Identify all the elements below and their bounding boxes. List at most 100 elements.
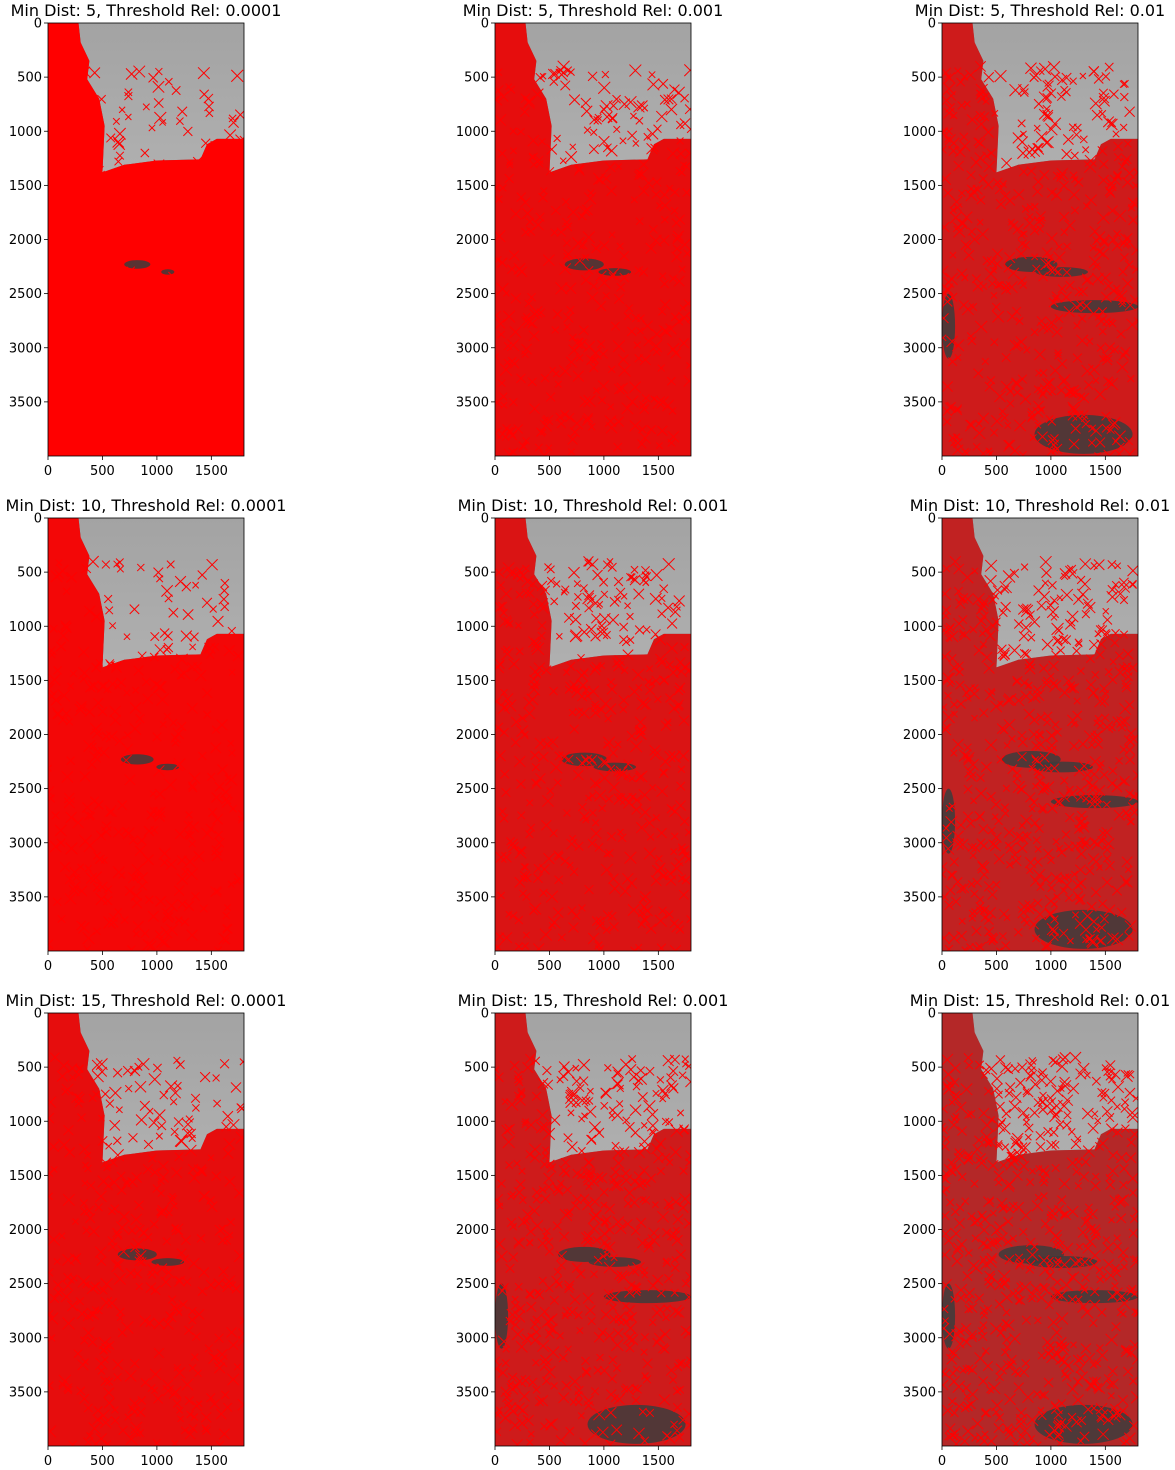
corner-marker — [86, 1180, 96, 1191]
corner-marker — [1085, 654, 1095, 664]
corner-marker — [234, 230, 244, 244]
corner-marker — [1104, 668, 1113, 676]
corner-marker — [191, 1353, 199, 1361]
corner-marker — [999, 1324, 1007, 1332]
corner-marker — [620, 1058, 632, 1071]
corner-marker — [1116, 907, 1127, 918]
corner-marker — [136, 872, 148, 884]
corner-marker — [942, 1185, 951, 1194]
corner-marker — [122, 1065, 133, 1076]
x-tick-label: 0 — [44, 959, 52, 974]
corner-marker — [669, 1375, 678, 1384]
corner-marker — [998, 908, 1010, 920]
corner-marker — [591, 661, 602, 673]
corner-marker — [1052, 171, 1062, 180]
corner-marker — [1130, 1391, 1138, 1404]
corner-marker — [577, 1146, 586, 1156]
corner-marker — [984, 1255, 997, 1268]
corner-marker — [513, 1159, 521, 1168]
corner-marker — [100, 1277, 113, 1291]
corner-marker — [541, 1146, 549, 1154]
corner-marker — [673, 1307, 685, 1319]
corner-marker — [223, 1137, 236, 1150]
corner-marker — [1068, 188, 1080, 201]
x-tick-label: 1500 — [195, 1454, 228, 1469]
corner-marker — [509, 147, 518, 155]
corner-marker — [651, 864, 665, 878]
corner-marker — [621, 637, 631, 647]
corner-marker — [508, 658, 520, 670]
corner-marker — [1121, 176, 1134, 189]
corner-marker — [83, 133, 96, 146]
corner-marker — [1024, 1123, 1034, 1133]
corner-marker — [74, 703, 87, 717]
corner-marker — [175, 229, 184, 238]
corner-marker — [165, 1311, 175, 1321]
corner-marker — [578, 325, 589, 336]
corner-marker — [635, 821, 648, 834]
corner-marker — [211, 725, 221, 735]
corner-marker — [141, 380, 152, 391]
corner-marker — [1030, 1242, 1039, 1251]
y-tick-label: 0 — [928, 17, 936, 32]
corner-marker — [947, 1397, 957, 1406]
y-tick-label: 500 — [464, 71, 489, 86]
corner-marker — [1033, 98, 1044, 109]
corner-marker — [569, 630, 582, 643]
corner-marker — [964, 419, 978, 432]
corner-marker — [1048, 660, 1059, 672]
corner-marker — [1095, 1141, 1104, 1151]
corner-marker — [553, 134, 561, 143]
corner-marker — [65, 571, 78, 584]
corner-marker — [942, 650, 952, 663]
corner-marker — [617, 354, 629, 365]
corner-marker — [621, 1385, 629, 1393]
corner-marker — [111, 1406, 119, 1414]
corner-marker — [1004, 439, 1014, 450]
corner-marker — [564, 1280, 575, 1291]
corner-marker — [165, 858, 177, 871]
corner-marker — [942, 824, 950, 832]
corner-marker — [1083, 202, 1091, 211]
corner-marker — [646, 833, 655, 841]
y-tick-label: 500 — [911, 1061, 936, 1076]
corner-marker — [83, 739, 96, 752]
x-tick-label: 0 — [44, 1454, 52, 1469]
corner-marker — [583, 556, 594, 567]
corner-marker — [652, 813, 661, 822]
corner-marker — [555, 632, 563, 640]
corner-marker — [549, 77, 559, 86]
corner-marker — [171, 1223, 184, 1236]
corner-marker — [1129, 1214, 1138, 1224]
corner-marker — [79, 327, 88, 337]
corner-marker — [1012, 830, 1024, 843]
corner-marker — [666, 1080, 678, 1092]
corner-marker — [600, 99, 613, 113]
y-tick-label: 1500 — [9, 179, 42, 194]
corner-marker — [545, 392, 556, 402]
corner-marker — [218, 1266, 229, 1277]
corner-marker — [497, 91, 509, 102]
corner-marker — [1026, 1260, 1036, 1270]
corner-marker — [1058, 211, 1070, 223]
corner-marker — [206, 558, 218, 571]
corner-marker — [1126, 1286, 1136, 1296]
corner-marker — [613, 1069, 622, 1078]
corner-marker — [191, 891, 200, 901]
corner-marker — [614, 740, 622, 748]
corner-marker — [943, 72, 956, 84]
corner-marker — [495, 1406, 503, 1414]
corner-marker — [508, 841, 519, 853]
corner-marker — [565, 1096, 577, 1109]
corner-marker — [569, 613, 582, 626]
corner-marker — [190, 1413, 199, 1421]
corner-marker — [1082, 794, 1090, 803]
corner-marker — [1093, 1382, 1106, 1394]
corner-marker — [1109, 1403, 1119, 1413]
corner-marker — [539, 928, 553, 941]
corner-marker — [981, 357, 989, 366]
corner-marker — [562, 1065, 575, 1079]
corner-marker — [675, 1359, 684, 1368]
x-tick-label: 500 — [537, 1454, 562, 1469]
corner-marker — [157, 1177, 165, 1185]
